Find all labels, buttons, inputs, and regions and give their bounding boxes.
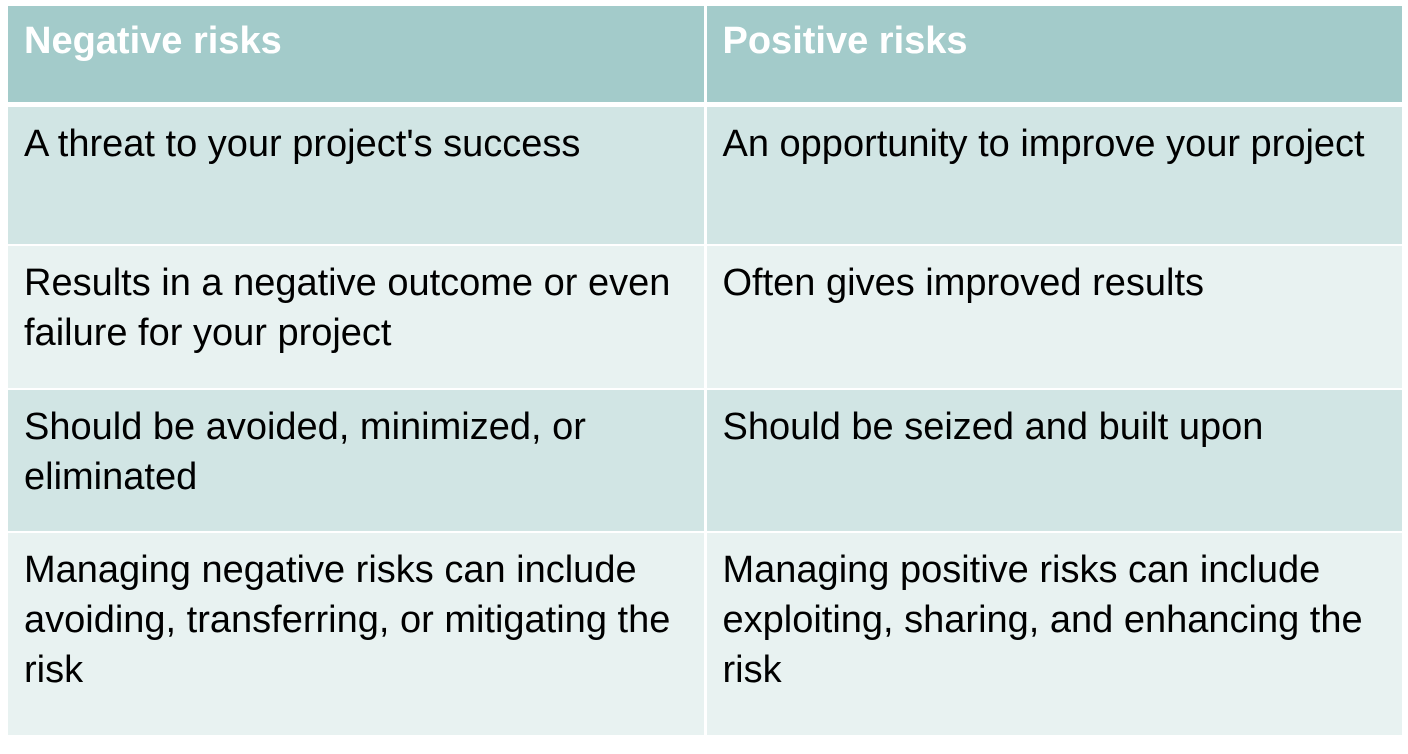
negative-cell: A threat to your project's success [8, 103, 705, 245]
table-header: Negative risks Positive risks [8, 6, 1402, 107]
negative-cell: Managing negative risks can include avoi… [8, 531, 705, 735]
positive-cell: Should be seized and built upon [703, 388, 1402, 532]
positive-cell: An opportunity to improve your project [703, 103, 1402, 245]
positive-cell: Managing positive risks can include expl… [703, 531, 1402, 735]
header-negative-risks: Negative risks [8, 6, 705, 107]
header-positive-risks: Positive risks [703, 6, 1402, 107]
risk-comparison-table: Negative risks Positive risks A threat t… [8, 6, 1402, 735]
negative-cell: Should be avoided, minimized, or elimina… [8, 388, 705, 532]
positive-cell: Often gives improved results [703, 244, 1402, 389]
table-body: A threat to your project's success An op… [8, 103, 1402, 735]
table-row: A threat to your project's success An op… [8, 103, 1402, 245]
table-row: Should be avoided, minimized, or elimina… [8, 388, 1402, 532]
table-row: Results in a negative outcome or even fa… [8, 244, 1402, 389]
table-row: Managing negative risks can include avoi… [8, 531, 1402, 735]
header-row: Negative risks Positive risks [8, 6, 1402, 107]
negative-cell: Results in a negative outcome or even fa… [8, 244, 705, 389]
